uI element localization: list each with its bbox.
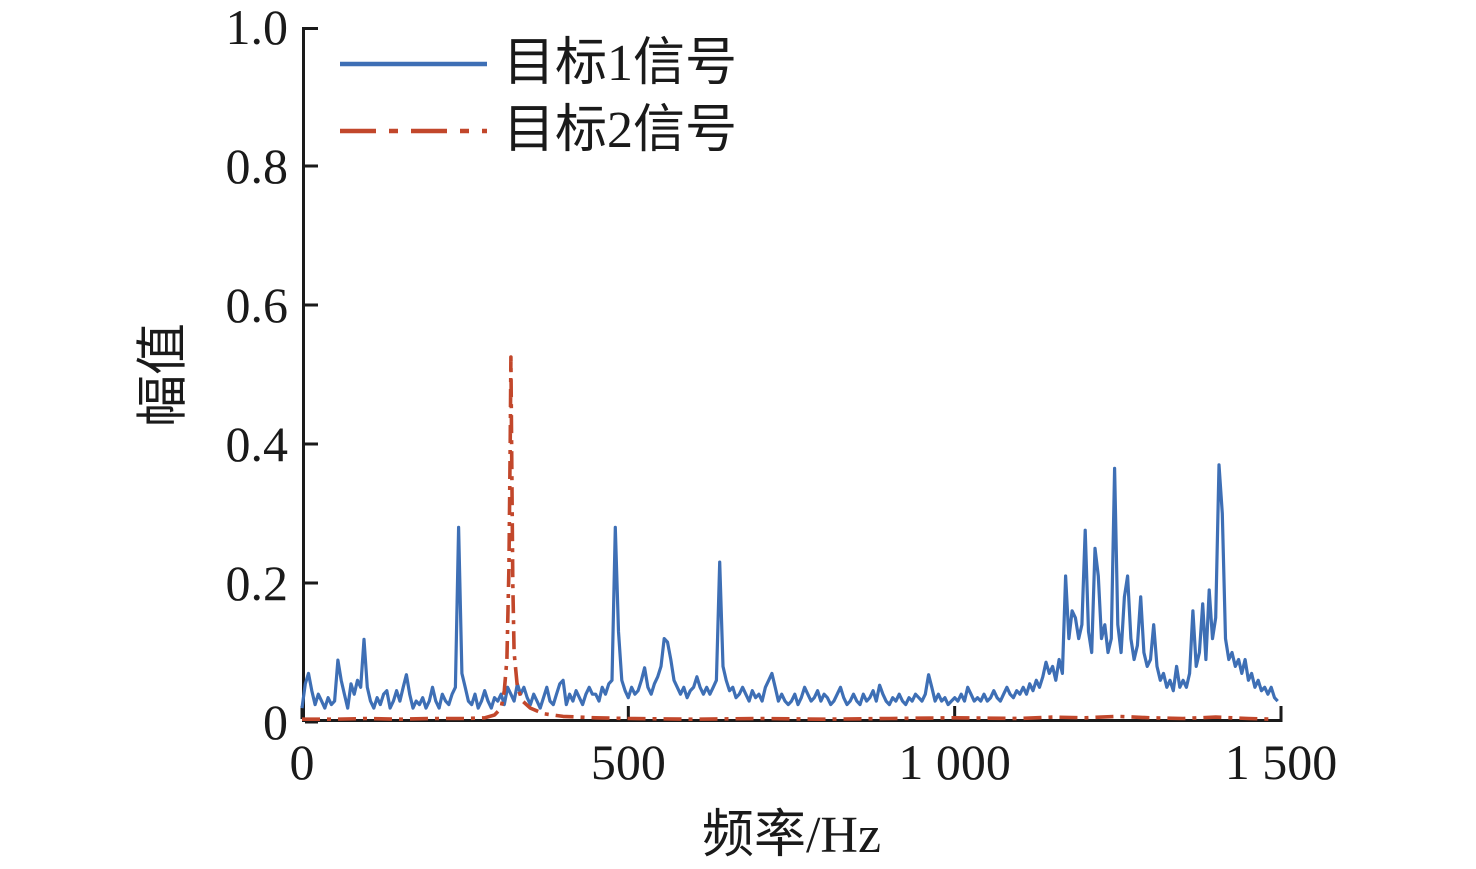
y-axis-label: 幅值 — [135, 322, 193, 428]
legend-label-series2: 目标2信号 — [503, 101, 738, 159]
legend-item-series1: 目标1信号 — [340, 30, 737, 97]
x-tick-label: 0 — [289, 734, 315, 790]
series-line-2 — [302, 355, 1275, 722]
legend-item-series2: 目标2信号 — [340, 97, 737, 164]
x-axis-label: 频率/Hz — [701, 807, 882, 864]
legend-label-series1: 目标1信号 — [503, 34, 738, 92]
y-tick-label: 0 — [263, 694, 288, 750]
legend-line-dashdot-icon — [340, 128, 487, 133]
y-tick-label: 0.2 — [225, 555, 289, 611]
series-line-1 — [300, 463, 1279, 710]
plot-area — [300, 27, 1283, 724]
y-tick-label: 1.0 — [225, 0, 289, 55]
legend-line-solid-icon — [340, 61, 487, 66]
y-tick-label: 0.4 — [225, 416, 289, 472]
x-tick-label: 1 500 — [1224, 734, 1338, 790]
x-tick-label: 1 000 — [898, 734, 1011, 790]
legend: 目标1信号 目标2信号 — [340, 30, 737, 164]
y-tick-label: 0.6 — [225, 277, 289, 333]
y-tick-label: 0.8 — [225, 138, 289, 194]
x-tick-label: 500 — [590, 734, 666, 790]
